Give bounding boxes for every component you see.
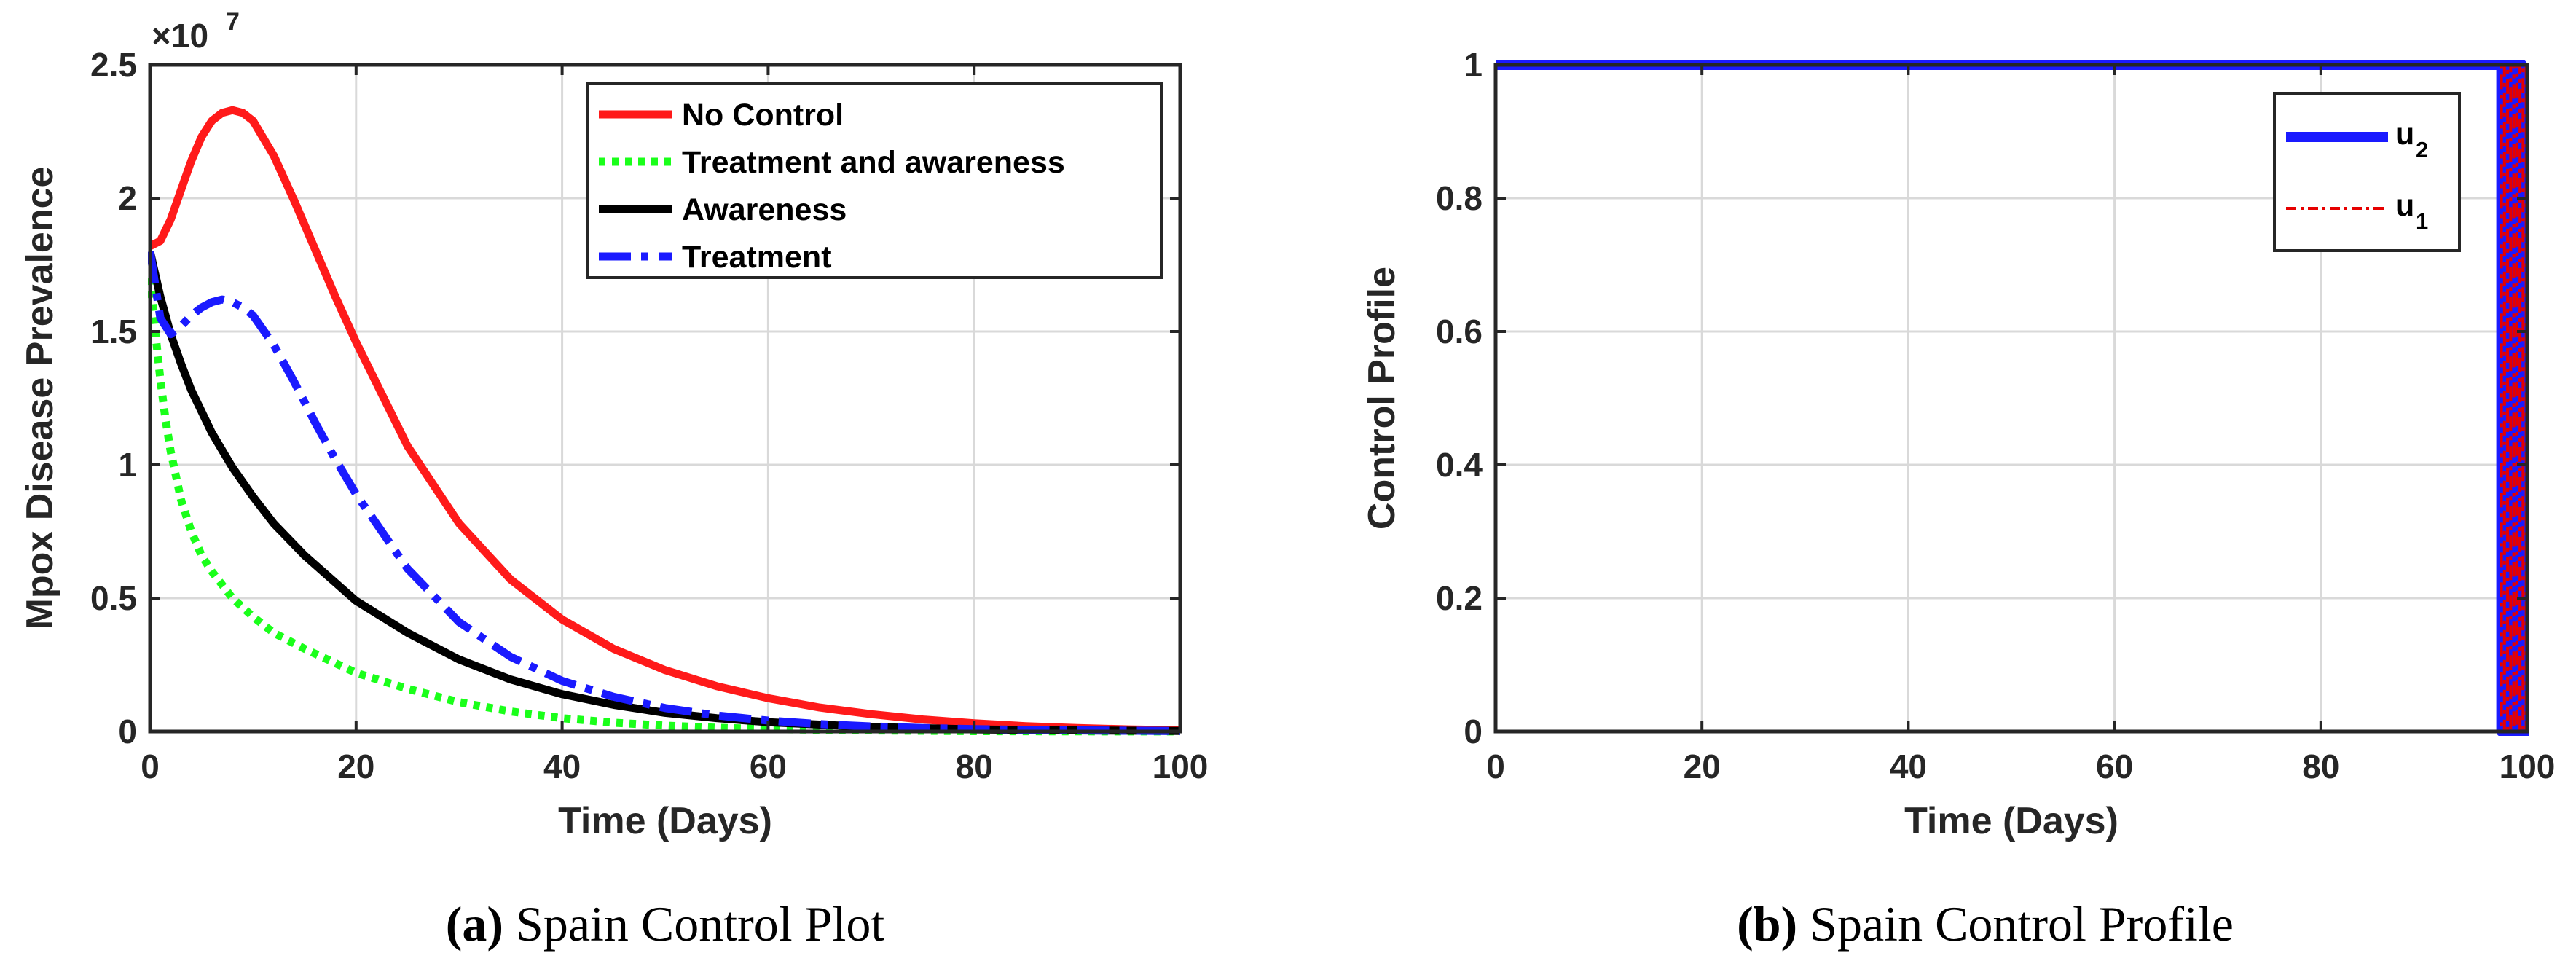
- axes-frame: [148, 63, 1182, 734]
- x-axis-title: Time (Days): [1904, 800, 2118, 842]
- y-tick-label: 1.5: [90, 313, 137, 350]
- legend-box: [2273, 92, 2461, 252]
- caption-label: (b): [1737, 896, 1810, 952]
- x-tick-label: 40: [543, 748, 581, 785]
- legend-box: [586, 82, 1163, 279]
- panel-a: 0 20 40 60 80 100 0 0.5 1 1.5 2 2.5 Time (Days) Mpox …: [19, 8, 1208, 952]
- caption-text: Spain Control Plot: [516, 896, 884, 952]
- y-tick-label: 2.5: [90, 46, 137, 84]
- y-tick-label: 0.2: [1436, 579, 1483, 617]
- y-tick-label: 2: [118, 179, 137, 217]
- figure-caption: (b) Spain Control Profile: [1737, 896, 2234, 952]
- x-tick-label: 20: [337, 748, 374, 785]
- series-group: [148, 106, 1181, 736]
- x-tick-label: 0: [1486, 748, 1505, 785]
- x-tick-label: 0: [141, 748, 160, 785]
- y-axis-title: Mpox Disease Prevalence: [19, 167, 61, 630]
- legend-label-subscript: 1: [2416, 208, 2428, 234]
- y-tick-label: 1: [118, 446, 137, 484]
- y-tick-label: 0.8: [1436, 179, 1483, 217]
- caption-label: (a): [446, 896, 516, 952]
- axes-frame: [1493, 63, 2529, 734]
- x-tick-label: 60: [750, 748, 787, 785]
- series-line-no-control: [148, 106, 1181, 734]
- x-tick-label: 40: [1890, 748, 1927, 785]
- axis-exponent-label: ×10: [152, 17, 208, 55]
- y-tick-label: 0: [1464, 713, 1483, 750]
- legend-label: No Control: [682, 98, 844, 133]
- figure-caption: (a) Spain Control Plot: [446, 896, 885, 952]
- x-tick-label: 60: [2096, 748, 2133, 785]
- panel-b: 0 20 40 60 80 100 0 0.2 0.4 0.6 0.8 1 Time (Days) Con…: [1361, 46, 2555, 952]
- x-tick-label: 20: [1684, 748, 1721, 785]
- legend-label: Treatment and awareness: [682, 145, 1065, 180]
- legend-label: u: [2395, 117, 2414, 152]
- legend-label: Awareness: [682, 192, 847, 227]
- series-line-treatment: [148, 251, 1181, 735]
- legend-label-subscript: 2: [2416, 137, 2428, 162]
- x-tick-label: 100: [2500, 748, 2556, 785]
- x-axis-title: Time (Days): [558, 800, 772, 842]
- y-tick-label: 0.4: [1436, 446, 1483, 484]
- caption-text: Spain Control Profile: [1810, 896, 2234, 952]
- y-tick-label: 0.6: [1436, 313, 1483, 350]
- axis-exponent-power: 7: [226, 8, 240, 36]
- legend-label: u: [2395, 188, 2414, 223]
- y-tick-label: 0.5: [90, 579, 137, 617]
- x-tick-label: 80: [2302, 748, 2339, 785]
- y-axis-title: Control Profile: [1361, 267, 1403, 530]
- x-tick-label: 100: [1152, 748, 1209, 785]
- x-tick-label: 80: [956, 748, 993, 785]
- y-tick-label: 0: [118, 713, 137, 750]
- legend-label: Treatment: [682, 240, 832, 275]
- y-tick-label: 1: [1464, 46, 1483, 84]
